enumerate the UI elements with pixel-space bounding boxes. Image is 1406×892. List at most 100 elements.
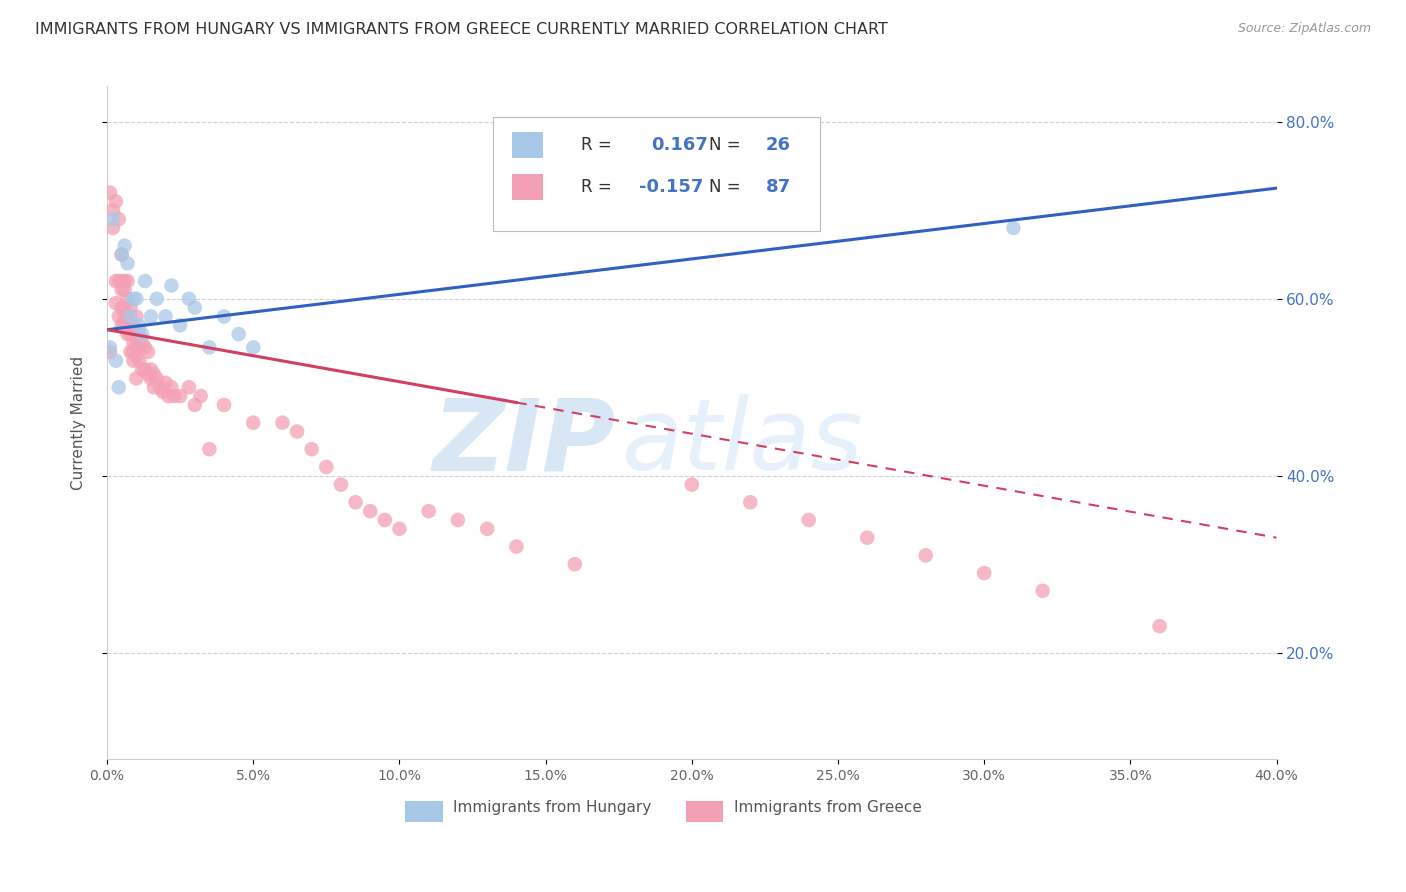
Point <box>111 247 134 261</box>
Point <box>160 380 183 394</box>
Point <box>914 549 936 563</box>
Point <box>111 283 134 297</box>
Bar <box>512 175 543 200</box>
Y-axis label: Currently Married: Currently Married <box>72 356 86 490</box>
Point <box>212 398 235 412</box>
Point <box>169 318 191 333</box>
Point <box>114 310 136 324</box>
Point <box>681 477 703 491</box>
Point <box>125 292 148 306</box>
Point <box>198 442 221 457</box>
Point <box>107 310 129 324</box>
Text: Immigrants from Hungary: Immigrants from Hungary <box>453 800 651 814</box>
Point <box>125 310 148 324</box>
Point <box>152 384 174 399</box>
Point <box>111 247 134 261</box>
Point <box>157 389 180 403</box>
Point <box>111 301 134 315</box>
Point <box>120 327 142 342</box>
Text: Immigrants from Greece: Immigrants from Greece <box>734 800 922 814</box>
Point <box>120 301 142 315</box>
Point <box>198 340 221 354</box>
Point <box>139 371 162 385</box>
Text: 26: 26 <box>765 136 790 154</box>
Point <box>973 566 995 580</box>
Point <box>122 292 145 306</box>
Point <box>242 416 264 430</box>
Point <box>177 380 200 394</box>
Point <box>131 327 153 342</box>
Point <box>117 256 139 270</box>
Point <box>155 376 177 390</box>
Point <box>134 340 156 354</box>
Text: Source: ZipAtlas.com: Source: ZipAtlas.com <box>1237 22 1371 36</box>
Point <box>120 310 142 324</box>
Point <box>136 344 159 359</box>
Point <box>163 389 186 403</box>
Point <box>359 504 381 518</box>
Point <box>98 340 121 354</box>
Point <box>125 371 148 385</box>
Point <box>122 318 145 333</box>
Point <box>122 353 145 368</box>
Point <box>242 340 264 354</box>
Point <box>114 301 136 315</box>
Point <box>104 274 127 288</box>
Point <box>122 336 145 351</box>
Point <box>315 459 337 474</box>
Text: N =: N = <box>710 136 741 154</box>
Text: R =: R = <box>581 178 617 196</box>
Point <box>344 495 367 509</box>
Point <box>285 425 308 439</box>
Point <box>104 296 127 310</box>
Point <box>104 353 127 368</box>
Point <box>388 522 411 536</box>
Point <box>146 292 169 306</box>
Point <box>505 540 527 554</box>
Point <box>212 310 235 324</box>
Point <box>125 323 148 337</box>
Point <box>120 344 142 359</box>
Point <box>146 371 169 385</box>
Point <box>120 318 142 333</box>
Point <box>134 274 156 288</box>
Point <box>139 310 162 324</box>
Point <box>117 327 139 342</box>
Point <box>856 531 879 545</box>
Point <box>117 274 139 288</box>
Point <box>184 301 207 315</box>
Point <box>1149 619 1171 633</box>
Point <box>136 367 159 381</box>
Point <box>134 362 156 376</box>
Point <box>107 212 129 227</box>
Point <box>98 186 121 200</box>
Point <box>101 203 124 218</box>
Point <box>330 477 353 491</box>
Point <box>125 340 148 354</box>
Point <box>797 513 820 527</box>
Point <box>114 274 136 288</box>
Point <box>98 344 121 359</box>
Point <box>125 349 148 363</box>
Point <box>131 336 153 351</box>
Bar <box>405 801 443 822</box>
Point <box>271 416 294 430</box>
Point <box>131 362 153 376</box>
Point <box>149 380 172 394</box>
Point <box>117 310 139 324</box>
Text: atlas: atlas <box>621 394 863 491</box>
Point <box>125 332 148 346</box>
Point <box>107 380 129 394</box>
Point <box>228 327 250 342</box>
Text: ZIP: ZIP <box>433 394 616 491</box>
Point <box>111 274 134 288</box>
Point <box>114 318 136 333</box>
Text: IMMIGRANTS FROM HUNGARY VS IMMIGRANTS FROM GREECE CURRENTLY MARRIED CORRELATION : IMMIGRANTS FROM HUNGARY VS IMMIGRANTS FR… <box>35 22 889 37</box>
Point <box>142 367 165 381</box>
Point <box>1002 221 1025 235</box>
Point <box>101 221 124 235</box>
Point <box>447 513 470 527</box>
Point <box>740 495 762 509</box>
Point <box>114 238 136 252</box>
Point <box>128 353 150 368</box>
